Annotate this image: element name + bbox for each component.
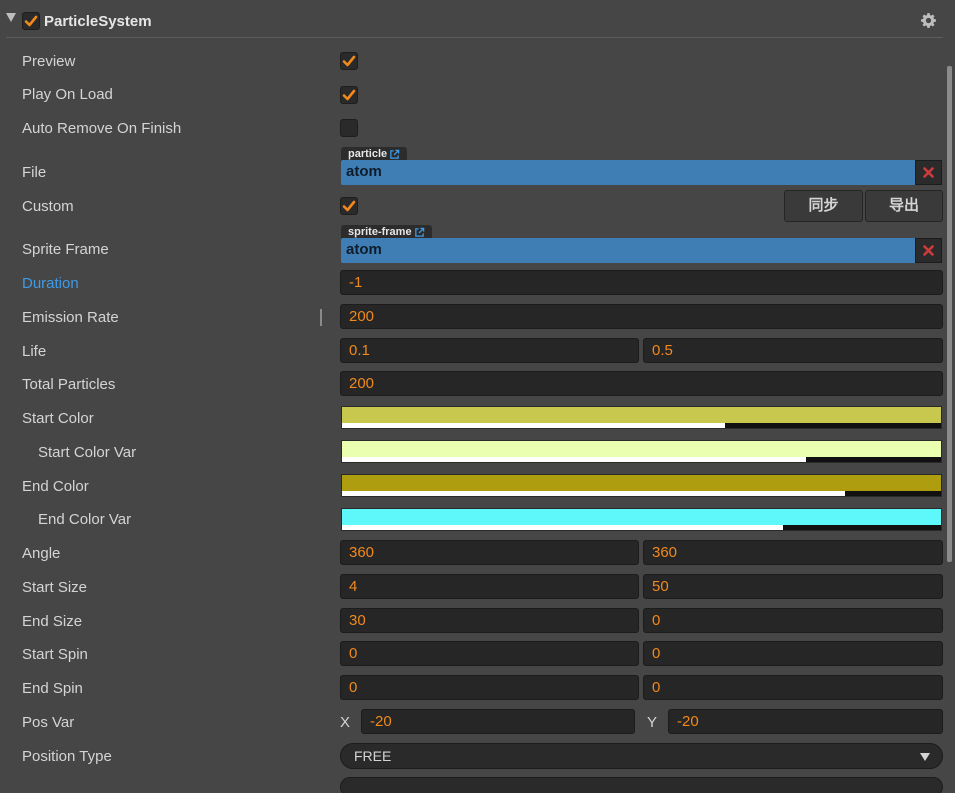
checkmark-icon xyxy=(342,200,356,212)
next-select[interactable] xyxy=(340,777,943,793)
sprite-frame-clear-button[interactable] xyxy=(915,238,942,263)
alpha-bar xyxy=(342,525,941,530)
total-particles-input[interactable]: 200 xyxy=(340,371,943,396)
pos-var-label: Pos Var xyxy=(22,714,75,731)
position-type-value: FREE xyxy=(354,748,392,764)
file-label: File xyxy=(22,164,47,181)
alpha-bar xyxy=(342,491,941,496)
end-size-label: End Size xyxy=(22,613,83,630)
pos-var-x-input[interactable]: -20 xyxy=(361,709,635,734)
start-size-input[interactable]: 4 xyxy=(340,574,639,599)
collapse-caret-icon[interactable] xyxy=(6,13,16,22)
checkmark-icon xyxy=(342,55,356,67)
file-asset-field[interactable]: atom xyxy=(341,160,942,185)
angle-var-input[interactable]: 360 xyxy=(643,540,943,565)
auto-remove-label: Auto Remove On Finish xyxy=(22,120,182,137)
sprite-frame-asset-type-tag: sprite-frame xyxy=(341,225,432,239)
auto-remove-checkbox[interactable] xyxy=(340,119,358,137)
life-var-input[interactable]: 0.5 xyxy=(643,338,943,363)
file-asset-type: particle xyxy=(348,148,388,160)
duration-label[interactable]: Duration xyxy=(22,275,79,292)
sprite-frame-asset-field[interactable]: atom xyxy=(341,238,942,263)
gear-icon[interactable] xyxy=(921,13,936,28)
sprite-frame-asset-name: atom xyxy=(346,241,382,258)
custom-label: Custom xyxy=(22,198,74,215)
end-spin-label: End Spin xyxy=(22,680,83,697)
alpha-bar xyxy=(342,423,941,428)
close-icon xyxy=(923,167,934,178)
pos-var-y-input[interactable]: -20 xyxy=(668,709,943,734)
start-spin-var-input[interactable]: 0 xyxy=(643,641,943,666)
file-asset-type-tag: particle xyxy=(341,147,408,161)
component-header: ParticleSystem xyxy=(0,0,955,40)
component-title: ParticleSystem xyxy=(44,13,152,30)
start-spin-input[interactable]: 0 xyxy=(340,641,639,666)
custom-checkbox[interactable] xyxy=(340,197,358,215)
sync-button[interactable]: 同步 xyxy=(784,190,863,222)
emission-rate-input[interactable]: 200 xyxy=(340,304,943,329)
alpha-fill xyxy=(342,525,784,530)
sprite-frame-label: Sprite Frame xyxy=(22,241,109,258)
end-color-var-swatch[interactable] xyxy=(341,508,942,531)
start-size-label: Start Size xyxy=(22,579,88,596)
file-asset-name: atom xyxy=(346,163,382,180)
play-on-load-checkbox[interactable] xyxy=(340,86,358,104)
end-size-input[interactable]: 30 xyxy=(340,608,639,633)
alpha-bar xyxy=(342,457,941,462)
file-clear-button[interactable] xyxy=(915,160,942,185)
alpha-fill xyxy=(342,491,846,496)
alpha-fill xyxy=(342,457,807,462)
life-label: Life xyxy=(22,343,47,360)
close-icon xyxy=(923,245,934,256)
angle-input[interactable]: 360 xyxy=(340,540,639,565)
preview-checkbox[interactable] xyxy=(340,52,358,70)
end-color-swatch[interactable] xyxy=(341,474,942,497)
start-color-var-swatch[interactable] xyxy=(341,440,942,463)
total-particles-label: Total Particles xyxy=(22,376,116,393)
header-divider xyxy=(6,37,943,38)
pos-var-x-label: X xyxy=(340,714,351,731)
external-link-icon[interactable] xyxy=(389,149,400,160)
end-spin-var-input[interactable]: 0 xyxy=(643,675,943,700)
duration-input[interactable]: -1 xyxy=(340,270,943,295)
end-color-label: End Color xyxy=(22,478,89,495)
start-size-var-input[interactable]: 50 xyxy=(643,574,943,599)
start-color-var-label: Start Color Var xyxy=(38,444,137,461)
end-color-var-label: End Color Var xyxy=(38,511,132,528)
sprite-frame-asset-type: sprite-frame xyxy=(348,226,412,238)
alpha-fill xyxy=(342,423,726,428)
preview-label: Preview xyxy=(22,53,76,70)
column-splitter[interactable] xyxy=(320,309,322,326)
export-button[interactable]: 导出 xyxy=(865,190,943,222)
external-link-icon[interactable] xyxy=(414,227,425,238)
life-input[interactable]: 0.1 xyxy=(340,338,639,363)
start-color-label: Start Color xyxy=(22,410,94,427)
position-type-select[interactable]: FREE xyxy=(340,743,943,769)
scrollbar-thumb[interactable] xyxy=(947,66,952,562)
end-size-var-input[interactable]: 0 xyxy=(643,608,943,633)
end-spin-input[interactable]: 0 xyxy=(340,675,639,700)
component-enabled-checkbox[interactable] xyxy=(22,12,40,30)
pos-var-y-label: Y xyxy=(647,714,658,731)
emission-rate-label: Emission Rate xyxy=(22,309,119,326)
angle-label: Angle xyxy=(22,545,61,562)
play-on-load-label: Play On Load xyxy=(22,86,113,103)
start-color-swatch[interactable] xyxy=(341,406,942,429)
checkmark-icon xyxy=(24,15,38,27)
checkmark-icon xyxy=(342,89,356,101)
position-type-label: Position Type xyxy=(22,748,112,765)
start-spin-label: Start Spin xyxy=(22,646,88,663)
chevron-down-icon xyxy=(920,753,930,761)
